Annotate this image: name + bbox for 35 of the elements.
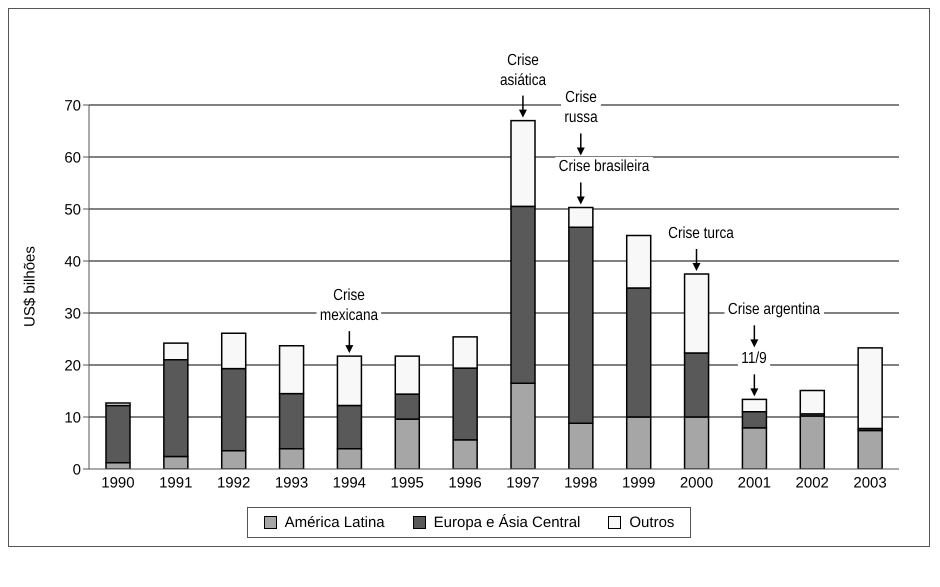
y-tick-label: 50 — [64, 201, 81, 218]
bar — [800, 390, 826, 415]
x-tick-label: 2001 — [738, 474, 772, 492]
bar — [857, 430, 883, 469]
x-tick-label: 1999 — [622, 474, 656, 492]
annotation: Crise asiática — [496, 50, 550, 91]
x-tick-label: 1990 — [101, 474, 135, 492]
legend-label: Europa e Ásia Central — [434, 514, 580, 531]
x-tick-label: 2002 — [796, 474, 829, 492]
y-tick-label: 30 — [64, 305, 81, 322]
y-tick-label: 0 — [72, 461, 81, 478]
x-tick-label: 1993 — [274, 474, 308, 492]
x-tick-label: 1997 — [506, 474, 540, 492]
annotation: Crise mexicana — [316, 286, 382, 326]
annotation: Crise turca — [665, 224, 738, 244]
x-tick-label: 1995 — [390, 474, 424, 492]
x-tick-label: 2003 — [853, 474, 887, 492]
y-tick-label: 10 — [64, 409, 81, 426]
y-axis-title: US$ bilhões — [21, 246, 38, 327]
x-tick-label: 1998 — [564, 474, 598, 492]
y-tick-label: 40 — [64, 253, 81, 270]
legend-label: Outros — [629, 514, 674, 531]
y-tick-label: 70 — [64, 97, 81, 114]
annotation: Crise argentina — [724, 300, 824, 320]
annotation: 11/9 — [738, 349, 770, 370]
y-tick-label: 20 — [64, 357, 81, 374]
x-tick-label: 1996 — [448, 474, 482, 492]
x-tick-label: 2000 — [680, 474, 714, 492]
legend-label: América Latina — [284, 514, 385, 531]
y-tick-label: 60 — [64, 149, 81, 166]
x-tick-label: 1992 — [216, 474, 250, 492]
x-tick-label: 1994 — [332, 474, 366, 492]
x-tick-label: 1991 — [159, 474, 192, 492]
annotation: Crise brasileira — [555, 157, 653, 178]
annotation: Crise russa — [560, 88, 601, 128]
